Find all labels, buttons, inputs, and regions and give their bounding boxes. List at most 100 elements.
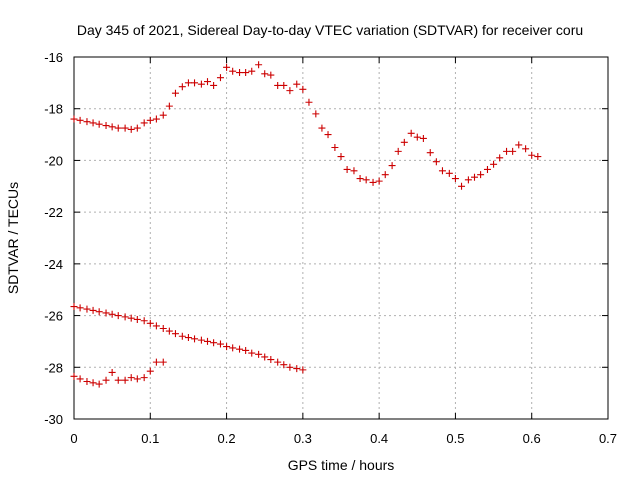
data-point	[121, 313, 129, 321]
data-point	[248, 67, 256, 75]
data-point	[413, 133, 421, 141]
data-point	[464, 176, 472, 184]
data-point	[76, 116, 84, 124]
x-tick-labels: 0 0.1 0.2 0.3 0.4 0.5 0.6 0.7	[70, 431, 617, 446]
data-point	[70, 372, 78, 380]
data-point	[133, 375, 141, 383]
y-tick-label: -18	[44, 102, 63, 117]
data-point	[528, 151, 536, 159]
data-point	[159, 358, 167, 366]
data-point	[286, 87, 294, 95]
data-point	[451, 175, 459, 183]
data-point	[210, 339, 218, 347]
data-point	[216, 340, 224, 348]
data-point	[458, 182, 466, 190]
data-point	[171, 330, 179, 338]
data-point	[83, 305, 91, 313]
data-point	[108, 123, 116, 131]
data-point	[293, 365, 301, 373]
data-point	[267, 356, 275, 364]
data-point	[261, 353, 269, 361]
data-point	[127, 374, 135, 382]
data-point	[471, 173, 478, 181]
data-point	[146, 367, 154, 375]
data-point	[432, 158, 440, 166]
data-point	[242, 346, 250, 354]
y-tick-label: -24	[44, 257, 63, 272]
series-middle-track	[70, 303, 307, 374]
data-point	[178, 332, 186, 340]
grid-lines	[74, 57, 608, 419]
y-tick-label: -22	[44, 205, 63, 220]
data-point	[274, 81, 282, 89]
data-point	[102, 309, 110, 317]
data-point	[407, 129, 415, 137]
data-point	[133, 124, 141, 132]
data-point	[343, 165, 351, 173]
data-point	[394, 147, 402, 155]
y-tick-label: -30	[44, 412, 63, 427]
data-point	[299, 366, 307, 374]
chart-title: Day 345 of 2021, Sidereal Day-to-day VTE…	[77, 22, 583, 38]
data-point	[127, 314, 135, 322]
y-tick-label: -16	[44, 50, 63, 65]
data-point	[248, 349, 256, 357]
data-point	[388, 162, 396, 170]
y-tick-labels: -30 -28 -26 -24 -22 -20 -18 -16	[44, 50, 63, 427]
data-point	[522, 145, 530, 153]
data-point	[362, 176, 370, 184]
data-point	[184, 334, 192, 342]
data-point	[146, 319, 154, 327]
series-lower-track	[70, 358, 167, 388]
data-point	[438, 167, 446, 175]
data-point	[133, 315, 141, 323]
data-point	[400, 138, 408, 146]
data-point	[165, 327, 173, 335]
data-point	[197, 336, 205, 344]
data-point	[312, 110, 320, 118]
data-point	[191, 79, 199, 87]
data-point	[255, 350, 263, 358]
data-point	[89, 306, 97, 314]
data-point	[191, 335, 199, 343]
data-point	[159, 325, 167, 332]
data-point	[146, 116, 154, 124]
data-point	[274, 358, 282, 366]
data-point	[280, 361, 288, 369]
data-point	[140, 119, 148, 127]
data-point	[210, 81, 218, 89]
x-tick-label: 0.2	[218, 431, 236, 446]
data-point	[293, 80, 301, 88]
data-point	[204, 337, 211, 345]
data-point	[236, 69, 244, 77]
data-point	[140, 317, 148, 325]
data-point	[121, 376, 129, 384]
data-point	[331, 144, 339, 151]
data-point	[496, 154, 504, 162]
x-tick-label: 0.3	[294, 431, 312, 446]
data-point	[95, 380, 103, 388]
x-tick-label: 0.6	[523, 431, 541, 446]
data-point	[490, 160, 498, 168]
data-point	[102, 122, 110, 130]
data-point	[483, 165, 491, 173]
x-tick-label: 0.4	[370, 431, 388, 446]
data-point	[299, 85, 307, 93]
data-point	[70, 115, 78, 123]
axis-ticks	[73, 56, 609, 420]
data-point	[70, 303, 78, 311]
data-point	[229, 67, 237, 75]
data-point	[114, 376, 122, 384]
x-axis-label: GPS time / hours	[288, 457, 395, 473]
data-point	[419, 134, 427, 142]
data-point	[184, 79, 192, 87]
x-tick-label: 0.7	[599, 431, 617, 446]
data-point	[114, 312, 122, 320]
data-point	[534, 153, 542, 161]
data-point	[95, 120, 103, 128]
data-point	[426, 149, 434, 157]
data-point	[171, 89, 179, 97]
x-tick-label: 0.5	[446, 431, 464, 446]
data-point	[280, 81, 288, 89]
data-point	[152, 358, 160, 366]
